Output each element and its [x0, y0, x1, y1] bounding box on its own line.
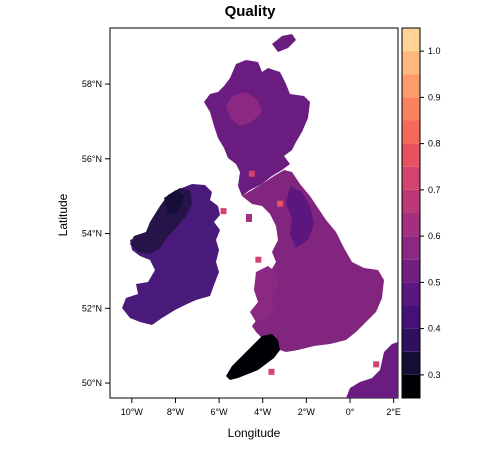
colorbar-tick-label: 0.5: [428, 277, 441, 287]
colorbar-segment: [402, 374, 420, 398]
region-wales: [250, 266, 278, 322]
y-tick-label: 52°N: [82, 303, 102, 313]
hotspot-cell: [220, 208, 227, 215]
y-tick-label: 50°N: [82, 378, 102, 388]
region-cornwall: [226, 334, 280, 380]
y-axis-label: Latitude: [56, 193, 70, 237]
colorbar-segment: [402, 28, 420, 52]
colorbar-segment: [402, 236, 420, 260]
hotspot-layer: [220, 170, 380, 375]
colorbar-segment: [402, 328, 420, 352]
colorbar-segment: [402, 282, 420, 306]
colorbar-tick-label: 0.7: [428, 185, 441, 195]
colorbar-tick-label: 0.6: [428, 231, 441, 241]
region-isle-of-man: [246, 214, 252, 222]
colorbar-segment: [402, 305, 420, 329]
region-ireland: [122, 184, 220, 325]
x-tick-label: 8°W: [167, 407, 185, 417]
x-axis-label: Longitude: [227, 426, 281, 440]
region-scotland: [204, 60, 310, 196]
colorbar-segment: [402, 143, 420, 167]
y-tick-label: 58°N: [82, 79, 102, 89]
x-tick-label: 6°W: [211, 407, 229, 417]
x-tick-label: 0°: [346, 407, 355, 417]
region-england-wales: [242, 170, 384, 352]
colorbar-tick-label: 0.4: [428, 324, 441, 334]
colorbar-segment: [402, 213, 420, 237]
colorbar-tick-label: 1.0: [428, 46, 441, 56]
x-tick-label: 10°W: [121, 407, 144, 417]
hotspot-cell: [255, 256, 262, 263]
region-north-england-dark: [286, 186, 314, 248]
colorbar-tick-label: 0.9: [428, 92, 441, 102]
x-axis: 10°W 8°W 6°W 4°W 2°W 0° 2°E: [121, 398, 401, 417]
x-tick-label: 4°W: [254, 407, 272, 417]
colorbar-segment: [402, 166, 420, 190]
colorbar-segment: [402, 351, 420, 375]
colorbar-segment: [402, 120, 420, 144]
hotspot-cell: [248, 170, 255, 177]
region-scotland-highlands: [226, 92, 262, 126]
y-tick-label: 56°N: [82, 154, 102, 164]
colorbar-frame: [401, 27, 421, 399]
colorbar-tick-label: 0.3: [428, 370, 441, 380]
chart-title: Quality: [224, 3, 276, 20]
region-france: [346, 342, 398, 398]
hotspot-cell: [373, 361, 380, 368]
hotspot-cell: [277, 200, 284, 207]
colorbar-segment: [402, 97, 420, 121]
x-tick-label: 2°E: [386, 407, 401, 417]
colorbar-segment: [402, 259, 420, 283]
colorbar-segment: [402, 74, 420, 98]
colorbar-tick-label: 0.8: [428, 139, 441, 149]
x-tick-label: 2°W: [298, 407, 316, 417]
hotspot-cell: [268, 368, 275, 375]
colorbar-segment: [402, 189, 420, 213]
y-axis: 58°N 56°N 54°N 52°N 50°N: [82, 79, 110, 388]
region-shetland: [272, 34, 296, 52]
colorbar-segment: [402, 51, 420, 75]
map-raster: [122, 34, 398, 398]
region-northwest-tip: [164, 190, 184, 214]
colorbar: 0.3 0.4 0.5 0.6 0.7 0.8 0.9 1.0: [401, 27, 441, 399]
y-tick-label: 54°N: [82, 229, 102, 239]
